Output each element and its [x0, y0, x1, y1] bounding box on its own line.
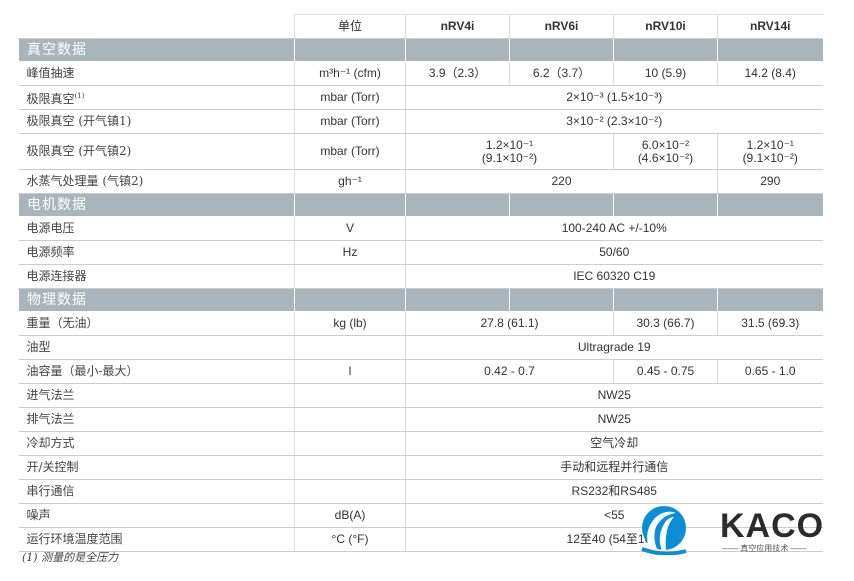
spec-table: 单位 nRV4i nRV6i nRV10i nRV14i 真空数据 峰值抽速 m…	[18, 14, 823, 552]
footnote-ref: (1)	[74, 91, 85, 100]
table-row: 电源频率 Hz 50/60	[18, 240, 823, 265]
table-row: 冷却方式 空气冷却	[18, 431, 823, 456]
table-row: 油型 Ultragrade 19	[18, 335, 823, 360]
table-row: 油容量（最小-最大） l 0.42 - 0.7 0.45 - 0.75 0.65 - 1…	[18, 359, 823, 384]
table-row: 排气法兰 NW25	[18, 407, 823, 432]
logo-name: KACO	[720, 507, 825, 545]
table-row: 噪声 dB(A) <55	[18, 503, 823, 528]
table-row: 开/关控制 手动和远程并行通信	[18, 455, 823, 480]
table-row: 进气法兰 NW25	[18, 383, 823, 408]
table-row: 电源电压 V 100-240 AC +/-10%	[18, 216, 823, 241]
model-header: nRV4i	[405, 14, 510, 39]
table-row: 水蒸气处理量 (气镇2) gh⁻¹ 220 290	[18, 169, 823, 194]
table-row: 极限真空 (开气镇2) mbar (Torr) 1.2×10⁻¹ (9.1×10⁻…	[18, 133, 823, 170]
section-physical: 物理数据	[18, 288, 823, 312]
table-row: 电源连接器 IEC 60320 C19	[18, 264, 823, 289]
model-header: nRV14i	[717, 14, 823, 39]
section-motor: 电机数据	[18, 193, 823, 217]
table-row: 极限真空(1) mbar (Torr) 2×10⁻³ (1.5×10⁻³)	[18, 85, 823, 110]
table-row: 运行环境温度范围 °C (°F) 12至40 (54至104)	[18, 527, 823, 552]
model-header: nRV10i	[613, 14, 718, 39]
table-row: 极限真空 (开气镇1) mbar (Torr) 3×10⁻² (2.3×10⁻²…	[18, 109, 823, 134]
model-header: nRV6i	[509, 14, 614, 39]
table-row: 串行通信 RS232和RS485	[18, 479, 823, 504]
kaco-logo-icon	[641, 506, 687, 555]
unit-header: 单位	[294, 14, 406, 39]
section-vacuum: 真空数据	[18, 38, 823, 62]
table-row: 峰值抽速 m³h⁻¹ (cfm) 3.9（2.3） 6.2（3.7） 10 (5…	[18, 61, 823, 86]
footnote: (1) 测量的是全压力	[22, 551, 119, 564]
header-row: 单位 nRV4i nRV6i nRV10i nRV14i	[18, 14, 823, 39]
table-row: 重量（无油） kg (lb) 27.8 (61.1) 30.3 (66.7) 31.5 …	[18, 311, 823, 336]
logo-tagline: —— 真空应用技术 ——	[722, 544, 807, 553]
